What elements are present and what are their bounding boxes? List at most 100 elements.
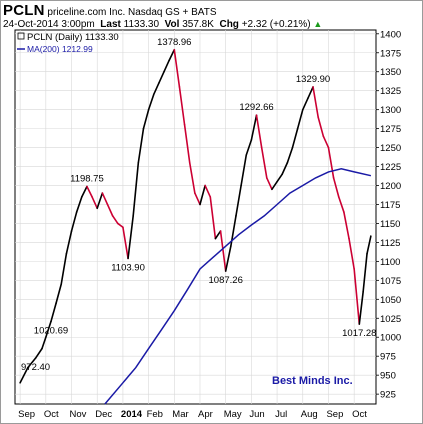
price-line-segment [178, 86, 186, 126]
y-tick-label: 1225 [380, 162, 401, 173]
price-line-segment [45, 320, 52, 339]
price-line-segment [204, 184, 212, 198]
price-line-segment [276, 173, 284, 183]
x-tick-label: Sep [326, 409, 343, 420]
x-tick-label: Jun [249, 409, 264, 420]
price-line-segment [366, 235, 372, 255]
last-label: Last [100, 19, 121, 30]
y-tick-label: 1200 [380, 181, 401, 192]
up-arrow-icon: ▲ [313, 19, 323, 29]
y-tick-label: 950 [380, 371, 396, 382]
price-line-segment [188, 161, 196, 194]
last-value: 1133.30 [123, 19, 160, 30]
price-line-segment [322, 135, 330, 149]
x-tick-label: Oct [352, 409, 367, 420]
x-tick-label: 2014 [121, 409, 143, 420]
price-line-segment [255, 114, 263, 149]
y-tick-label: 1300 [380, 105, 401, 116]
x-tick-label: Mar [172, 409, 188, 420]
x-tick-label: Apr [198, 409, 213, 420]
price-annotation: 1292.66 [239, 102, 273, 113]
price-line-segment [101, 192, 109, 206]
price-line-segment [219, 230, 227, 272]
y-tick-label: 1375 [380, 48, 401, 59]
x-tick-label: Nov [70, 409, 87, 420]
x-tick-label: Feb [147, 409, 163, 420]
price-line-segment [55, 283, 63, 304]
y-tick-label: 1275 [380, 124, 401, 135]
x-tick-label: Oct [44, 409, 59, 420]
price-line-segment [301, 97, 309, 111]
price-annotation: 1087.26 [209, 275, 243, 286]
y-tick-label: 1125 [380, 238, 400, 249]
price-line-segment [116, 222, 124, 229]
y-tick-label: 1025 [380, 314, 401, 325]
price-line-segment [362, 252, 368, 293]
price-annotation: 1020.69 [34, 326, 68, 337]
y-tick-label: 1175 [380, 200, 400, 211]
legend-price-label: PCLN (Daily) 1133.30 [27, 32, 119, 43]
chart-header-line-1: PCLN priceline.com Inc. Nasdaq GS + BATS [3, 2, 216, 19]
y-tick-label: 1250 [380, 143, 401, 154]
price-line-segment [291, 127, 299, 149]
y-tick-label: 1350 [380, 67, 401, 78]
price-line-segment [168, 48, 176, 62]
plot-area [14, 29, 377, 405]
price-line-segment [50, 302, 57, 323]
price-line-segment [348, 237, 355, 270]
price-annotation: 1017.28 [342, 328, 376, 339]
price-line-segment [245, 139, 253, 156]
price-line-segment [271, 180, 278, 191]
price-line-segment [158, 70, 165, 84]
price-line-segment [122, 226, 129, 260]
price-line-segment [286, 146, 294, 164]
price-line-segment [194, 192, 201, 206]
chg-label: Chg [219, 19, 239, 30]
ticker-symbol: PCLN [3, 2, 45, 19]
price-annotation: 1198.75 [70, 173, 104, 184]
price-line-segment [91, 196, 99, 210]
y-tick-label: 1400 [380, 29, 401, 40]
price-line-segment [137, 127, 145, 164]
price-line-segment [296, 108, 304, 130]
price-line-segment [19, 366, 29, 384]
price-line-segment [183, 124, 191, 164]
vol-label: Vol [164, 19, 180, 30]
price-line-segment [70, 211, 78, 232]
price-line-segment [86, 185, 93, 198]
price-line-segment [199, 184, 206, 206]
price-line-segment [152, 82, 160, 96]
price-line-segment [307, 86, 314, 100]
price-line-segment [132, 161, 140, 217]
price-line-segment [353, 268, 361, 325]
price-line-segment [127, 215, 134, 260]
ma200-line [104, 168, 372, 405]
watermark-text: Best Minds Inc. [272, 375, 353, 387]
vol-value: 357.8K [182, 19, 214, 30]
exchange-name: Nasdaq GS + BATS [128, 7, 217, 18]
price-line-segment [224, 245, 232, 272]
x-tick-label: Sep [18, 409, 35, 420]
price-line-segment [106, 203, 114, 217]
price-line-segment [343, 211, 350, 240]
x-tick-label: Aug [301, 409, 318, 420]
price-line-segment [75, 196, 83, 213]
price-annotation: 972.40 [21, 362, 50, 373]
price-line-segment [337, 196, 345, 213]
price-line-segment [163, 59, 170, 73]
price-line-segment [41, 336, 47, 350]
price-line-segment [260, 146, 268, 179]
price-line-segment [111, 215, 119, 225]
x-tick-label: Dec [95, 409, 112, 420]
price-line-segment [250, 114, 258, 141]
company-name: priceline.com Inc. [47, 7, 126, 18]
price-line-segment [214, 230, 222, 240]
price-line-segment [173, 48, 181, 88]
price-line-segment [312, 86, 319, 119]
price-line-segment [27, 357, 37, 369]
price-line-segment [358, 290, 364, 325]
chart-header-line-2: 24-Oct-2014 3:00pm Last 1133.30 Vol 357.… [3, 19, 322, 30]
y-tick-label: 1075 [380, 276, 401, 287]
legend-ma-label: MA(200) 1212.99 [27, 44, 93, 54]
